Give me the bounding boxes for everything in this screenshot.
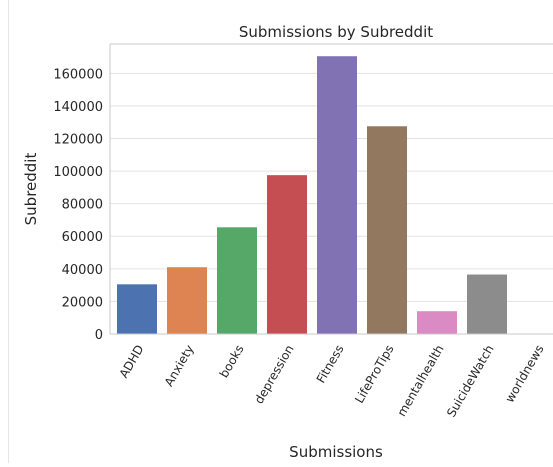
- y-tick-label: 80000: [62, 198, 103, 213]
- y-tick-label: 40000: [62, 263, 103, 278]
- bar-anxiety: [167, 267, 207, 334]
- x-tick-label: Fitness: [314, 343, 347, 386]
- bar-adhd: [117, 284, 157, 334]
- y-tick-label: 20000: [62, 295, 103, 310]
- chart-title: Submissions by Subreddit: [239, 23, 433, 41]
- x-tick-label: ADHD: [117, 343, 147, 381]
- x-tick-label: SuicideWatch: [444, 343, 497, 420]
- bar-suicidewatch: [467, 274, 507, 334]
- x-tick-label: books: [217, 343, 247, 381]
- bar-mentalhealth: [417, 311, 457, 334]
- bar-lifeprotips: [367, 126, 407, 334]
- figure-left-border: [8, 0, 9, 463]
- bar-fitness: [317, 56, 357, 334]
- x-tick-label: Anxiety: [162, 343, 197, 389]
- x-tick-label: mentalhealth: [394, 343, 446, 419]
- x-tick-labels: ADHD Anxiety books depression Fitness LifePro…: [117, 343, 547, 420]
- y-tick-label: 160000: [53, 67, 103, 82]
- y-tick-label: 140000: [53, 100, 103, 115]
- y-tick-labels: 0 20000 40000 60000 80000 100000 120000 140000 1…: [53, 67, 103, 343]
- y-tick-label: 0: [95, 328, 103, 343]
- bar-books: [217, 227, 257, 334]
- y-tick-label: 60000: [62, 230, 103, 245]
- x-axis-label: Submissions: [289, 443, 383, 461]
- bars-group: [117, 56, 507, 334]
- y-axis-label: Subreddit: [22, 153, 40, 226]
- axes-group: [109, 43, 553, 335]
- x-tick-label: worldnews: [502, 343, 546, 406]
- y-tick-label: 100000: [53, 165, 103, 180]
- bar-depression: [267, 175, 307, 334]
- x-tick-label: depression: [252, 343, 297, 407]
- y-tick-label: 120000: [53, 132, 103, 147]
- x-tick-label: LifeProTips: [352, 343, 397, 406]
